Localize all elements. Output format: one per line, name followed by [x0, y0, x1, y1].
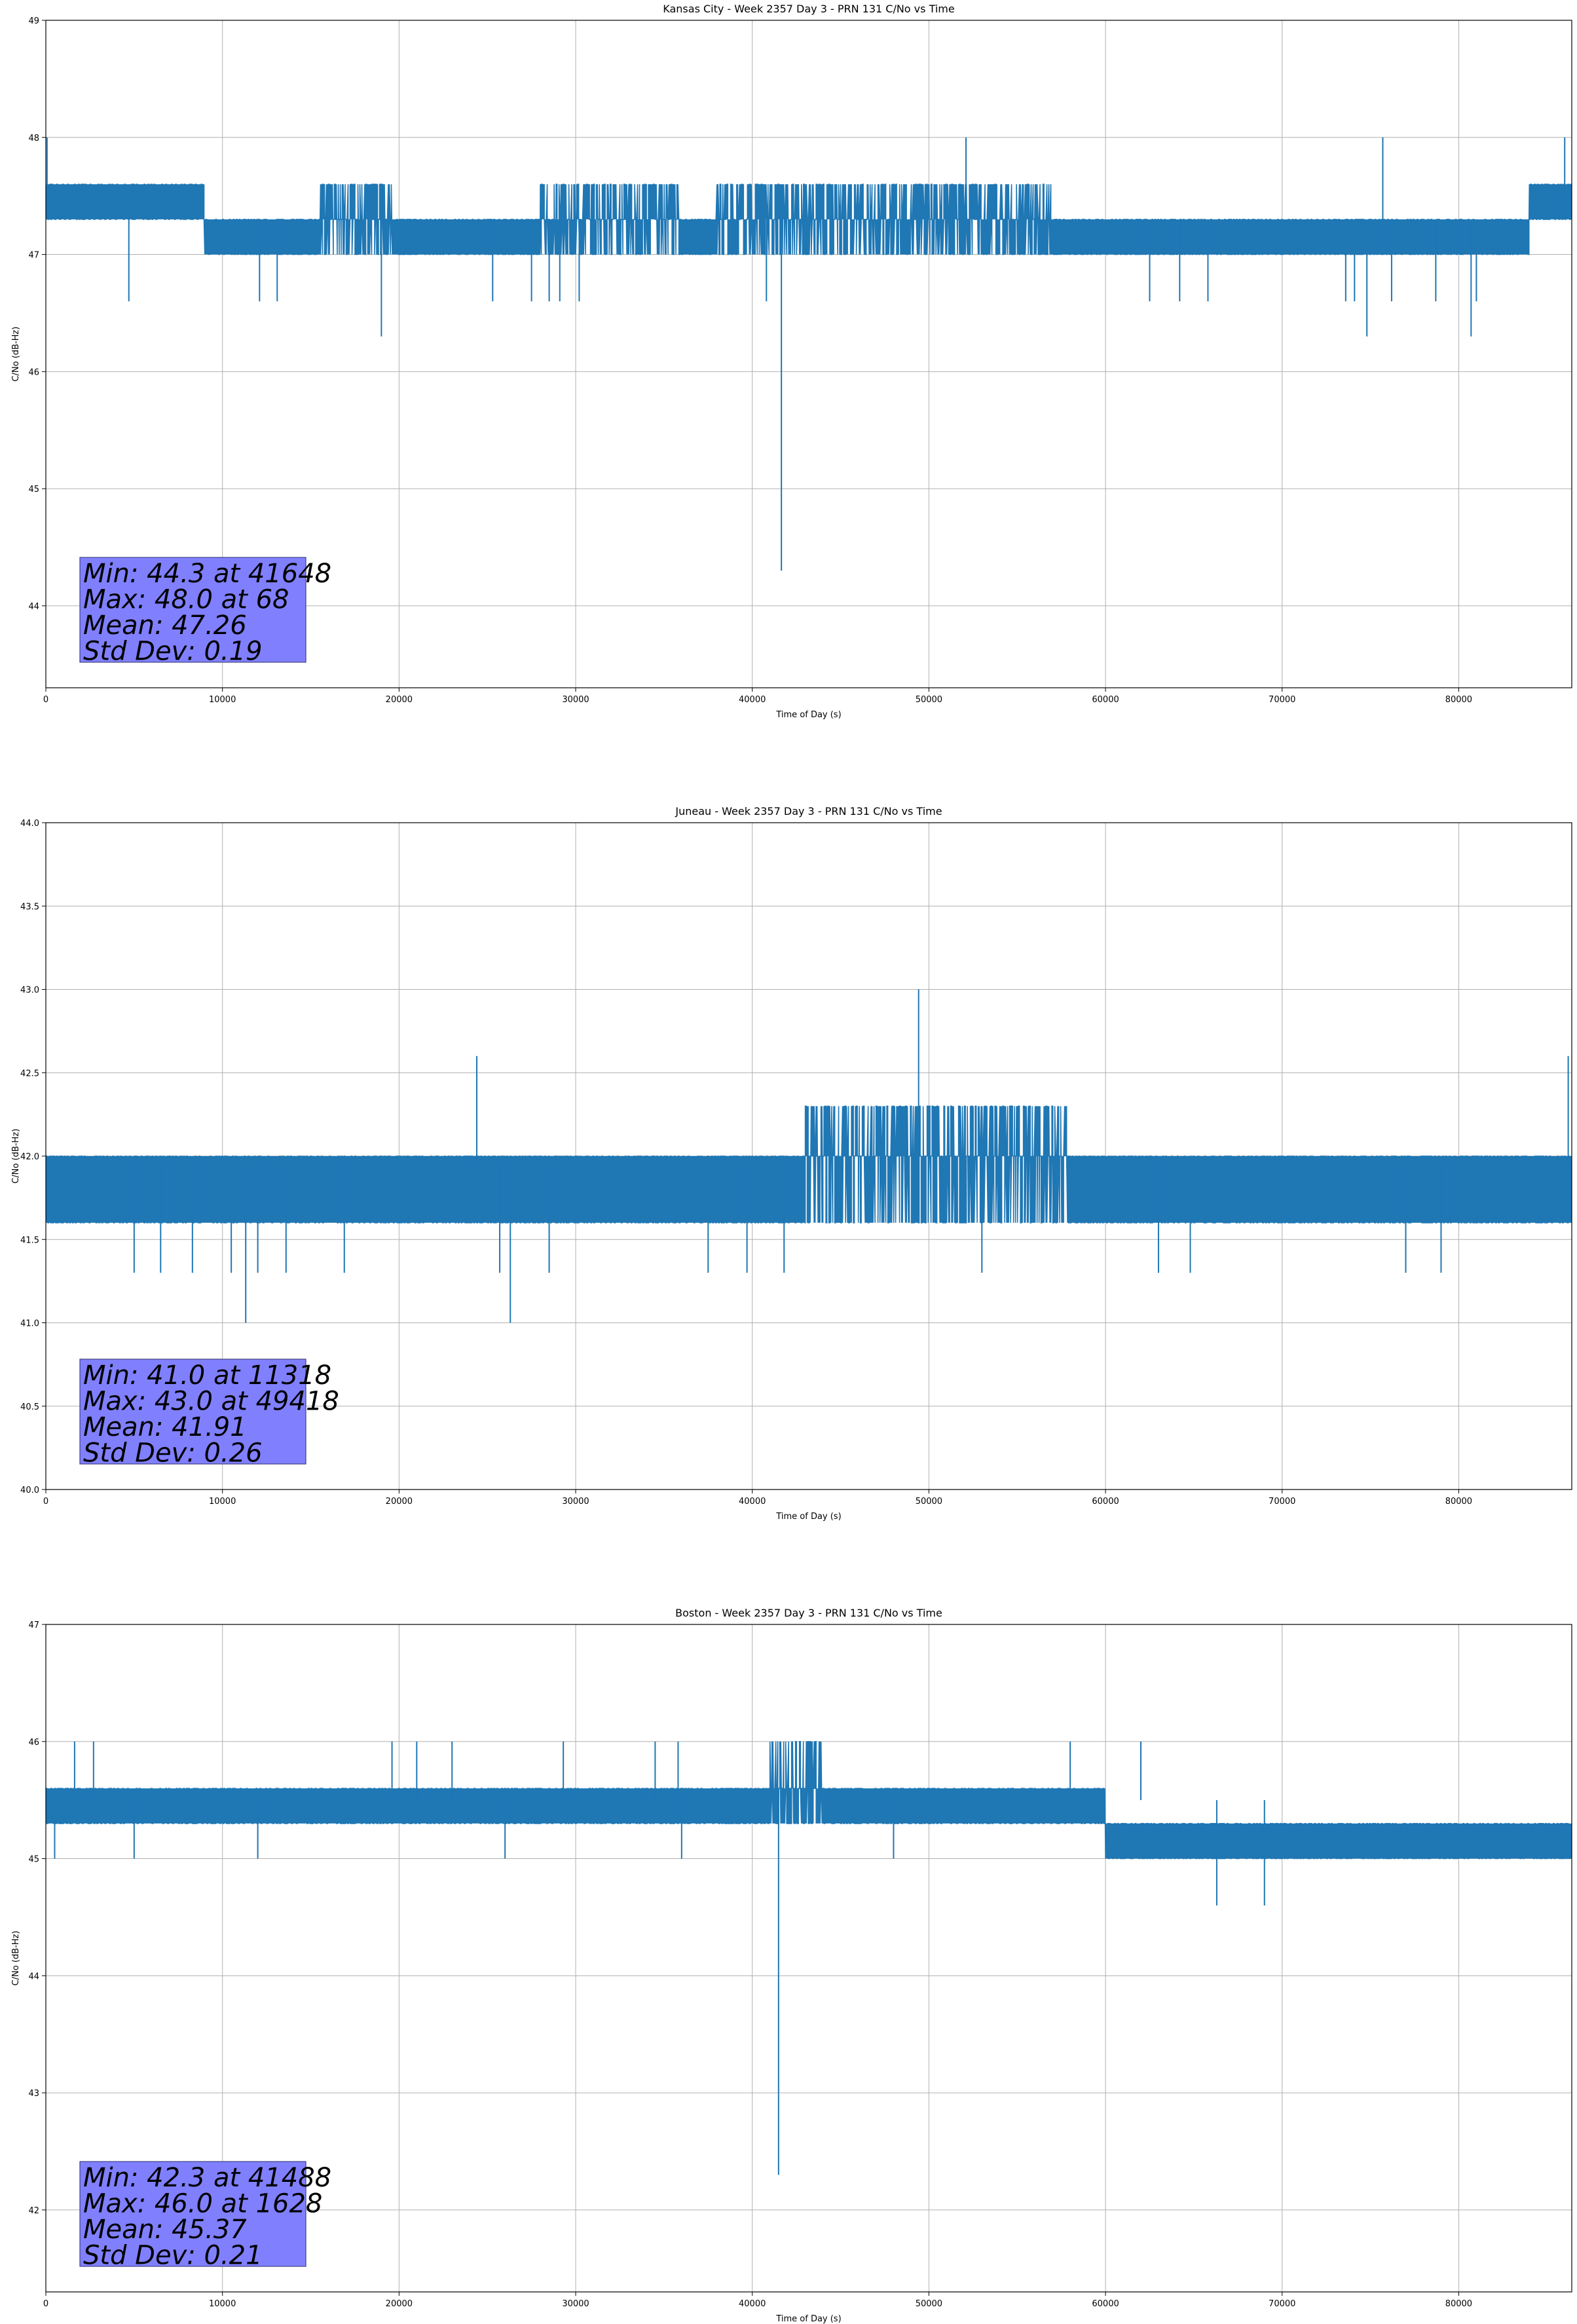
x-tick-label: 70000 — [1269, 695, 1295, 705]
x-tick-label: 60000 — [1092, 1497, 1119, 1507]
axes-frame — [45, 1624, 1572, 2293]
y-tick-label: 40.5 — [20, 1402, 39, 1412]
y-tick-label: 46 — [28, 367, 39, 377]
x-tick-label: 50000 — [916, 695, 942, 705]
stats-line: Max: 48.0 at 68 — [83, 585, 289, 615]
data-series-line — [46, 1741, 1572, 1860]
chart-title: Boston - Week 2357 Day 3 - PRN 131 C/No … — [675, 1607, 942, 1619]
stats-line: Std Dev: 0.21 — [83, 2241, 263, 2271]
stats-line: Mean: 41.91 — [83, 1412, 247, 1442]
x-tick-label: 60000 — [1092, 695, 1119, 705]
stats-box — [79, 2161, 306, 2267]
stats-line: Max: 46.0 at 1628 — [83, 2189, 322, 2219]
x-tick-label: 50000 — [916, 2299, 942, 2309]
x-tick-label: 80000 — [1445, 2299, 1472, 2309]
x-tick-label: 70000 — [1269, 1497, 1295, 1507]
x-tick-label: 40000 — [739, 2299, 766, 2309]
y-tick-label: 43 — [28, 2089, 39, 2099]
stats-line: Mean: 45.37 — [83, 2215, 247, 2245]
y-tick-label: 43.5 — [20, 902, 39, 912]
x-tick-label: 50000 — [916, 1497, 942, 1507]
stats-line: Std Dev: 0.19 — [83, 637, 263, 667]
x-tick-label: 20000 — [386, 1497, 413, 1507]
data-series-line — [46, 1105, 1572, 1224]
x-tick-label: 30000 — [562, 1497, 589, 1507]
stats-line: Min: 42.3 at 41488 — [83, 2163, 331, 2193]
y-tick-label: 40.0 — [20, 1486, 39, 1495]
stats-line: Max: 43.0 at 49418 — [83, 1387, 339, 1417]
y-tick-label: 43.0 — [20, 986, 39, 996]
y-tick-label: 46 — [28, 1738, 39, 1748]
x-axis-label: Time of Day (s) — [775, 710, 841, 720]
x-axis-label: Time of Day (s) — [775, 1512, 841, 1522]
x-tick-label: 0 — [43, 1497, 48, 1507]
x-tick-label: 10000 — [209, 2299, 236, 2309]
data-trace — [46, 1741, 1572, 2175]
y-axis-label: C/No (dB-Hz) — [11, 1129, 21, 1184]
x-tick-label: 10000 — [209, 1497, 236, 1507]
chart-title: Kansas City - Week 2357 Day 3 - PRN 131 … — [663, 3, 954, 15]
stats-line: Min: 41.0 at 11318 — [83, 1360, 331, 1391]
data-trace — [46, 989, 1572, 1323]
y-tick-label: 48 — [28, 134, 39, 143]
stats-line: Mean: 47.26 — [83, 610, 247, 641]
y-tick-label: 47 — [28, 251, 39, 261]
stats-box — [79, 557, 306, 663]
x-tick-label: 70000 — [1269, 2299, 1295, 2309]
x-tick-label: 80000 — [1445, 1497, 1472, 1507]
x-tick-label: 0 — [43, 2299, 48, 2309]
y-tick-label: 42.0 — [20, 1152, 39, 1162]
stats-box — [79, 1359, 306, 1465]
y-axis-label: C/No (dB-Hz) — [11, 327, 21, 382]
y-tick-label: 41.0 — [20, 1319, 39, 1329]
stats-line: Std Dev: 0.26 — [83, 1438, 263, 1469]
chart-panel-boston: 0 10000 20000 30000 40000 50000 60000 70000 8000… — [11, 1607, 1572, 2324]
x-tick-label: 20000 — [386, 2299, 413, 2309]
x-tick-label: 80000 — [1445, 695, 1472, 705]
y-axis-label: C/No (dB-Hz) — [11, 1931, 21, 1986]
y-tick-label: 44.0 — [20, 819, 39, 829]
chart-panel-kansas-city: 0 10000 20000 30000 40000 50000 60000 70000 8000… — [11, 3, 1572, 720]
x-tick-label: 40000 — [739, 1497, 766, 1507]
x-tick-label: 40000 — [739, 695, 766, 705]
chart-panel-juneau: 0 10000 20000 30000 40000 50000 60000 70000 8000… — [11, 805, 1572, 1522]
y-tick-label: 47 — [28, 1621, 39, 1630]
x-tick-label: 30000 — [562, 695, 589, 705]
stats-line: Min: 44.3 at 41648 — [83, 559, 331, 589]
y-tick-label: 42 — [28, 2206, 39, 2216]
x-tick-label: 20000 — [386, 695, 413, 705]
y-tick-label: 49 — [28, 16, 39, 26]
y-tick-label: 42.5 — [20, 1069, 39, 1079]
y-tick-label: 41.5 — [20, 1235, 39, 1245]
axes-frame — [45, 20, 1572, 688]
x-tick-label: 0 — [43, 695, 48, 705]
y-tick-label: 45 — [28, 485, 39, 495]
x-axis-label: Time of Day (s) — [775, 2314, 841, 2324]
data-trace — [46, 137, 1572, 571]
x-tick-label: 30000 — [562, 2299, 589, 2309]
x-tick-label: 10000 — [209, 695, 236, 705]
y-tick-label: 44 — [28, 602, 39, 612]
x-tick-label: 60000 — [1092, 2299, 1119, 2309]
data-series-line — [46, 183, 1572, 255]
y-tick-label: 45 — [28, 1855, 39, 1865]
chart-title: Juneau - Week 2357 Day 3 - PRN 131 C/No … — [675, 805, 942, 817]
y-tick-label: 44 — [28, 1972, 39, 1981]
